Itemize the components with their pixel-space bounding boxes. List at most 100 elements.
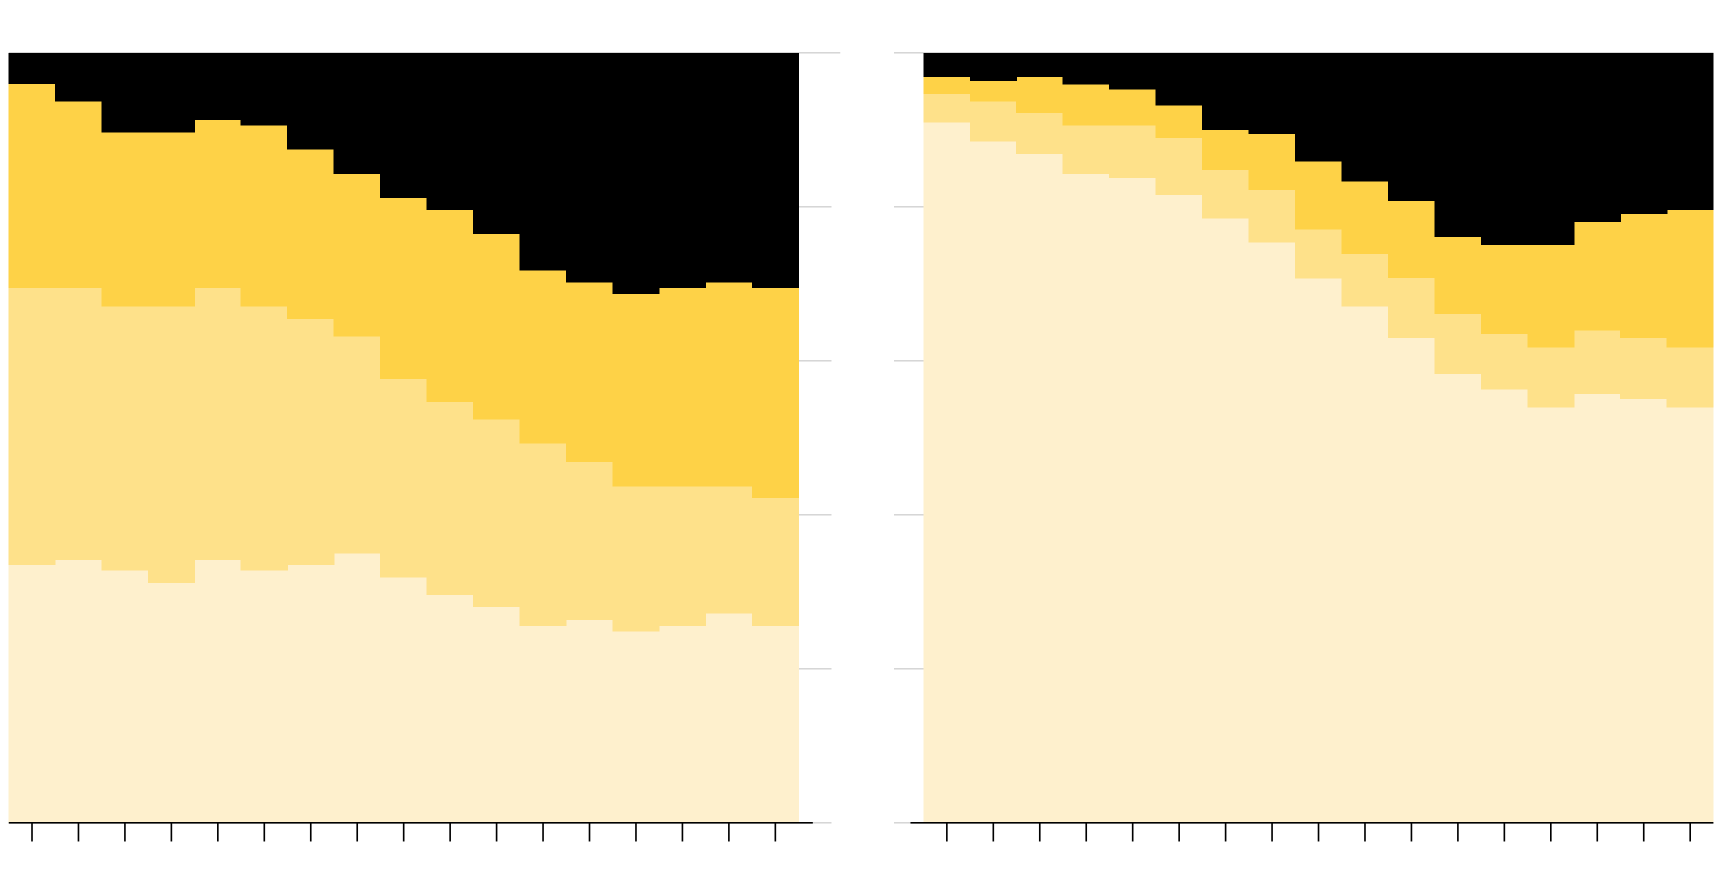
area-segment: [612, 486, 660, 632]
area-segment: [54, 101, 103, 288]
area-segment: [1666, 407, 1714, 824]
area-segment: [380, 577, 428, 824]
area-segment: [923, 93, 971, 123]
area-segment: [1016, 52, 1064, 77]
chart: [894, 52, 1714, 842]
area-segment: [1062, 173, 1110, 824]
area-segment: [1062, 125, 1110, 175]
area-segment: [240, 570, 288, 824]
chart: [8, 52, 841, 842]
area-segment: [751, 52, 799, 288]
area-segment: [1480, 389, 1528, 824]
area-segment: [751, 625, 799, 824]
area-segment: [969, 101, 1017, 142]
area-segment: [380, 52, 428, 198]
area-segment: [1294, 161, 1343, 230]
area-segment: [705, 613, 753, 824]
area-segment: [147, 132, 195, 307]
area-segment: [705, 282, 753, 487]
area-segment: [519, 625, 567, 824]
area-segment: [1109, 125, 1157, 178]
area-segment: [658, 625, 706, 824]
area-segment: [1341, 306, 1389, 824]
area-segment: [473, 52, 521, 235]
area-segment: [333, 52, 381, 175]
area-segment: [1109, 52, 1157, 90]
area-segment: [751, 497, 799, 627]
area-segment: [565, 461, 614, 620]
area-segment: [1434, 373, 1482, 824]
area-segment: [194, 52, 242, 121]
area-segment: [1248, 52, 1296, 134]
area-segment: [1016, 76, 1064, 114]
area-segment: [1573, 393, 1621, 824]
area-segment: [1620, 337, 1668, 399]
area-segment: [287, 149, 335, 319]
area-segment: [1480, 244, 1528, 335]
area-segment: [1016, 112, 1064, 154]
area-segment: [565, 52, 614, 283]
area-segment: [287, 52, 335, 150]
area-segment: [240, 52, 288, 126]
area-segment: [923, 52, 971, 77]
area-segment: [1666, 52, 1714, 211]
area-segment: [923, 122, 971, 824]
area-segment: [426, 594, 474, 824]
area-segment: [147, 582, 195, 824]
area-segment: [1620, 213, 1668, 339]
area-segment: [1387, 337, 1435, 824]
area-segment: [194, 559, 242, 824]
area-segment: [101, 570, 149, 824]
area-segment: [8, 287, 56, 566]
area-segment: [147, 52, 195, 133]
area-segment: [1155, 105, 1203, 138]
area-segment: [1202, 169, 1250, 219]
area-segment: [1062, 84, 1110, 126]
area-segment: [473, 419, 521, 607]
area-segment: [1062, 52, 1110, 85]
area-segment: [1527, 407, 1575, 824]
area-segment: [1434, 313, 1482, 375]
area-segment: [969, 141, 1017, 824]
area-segment: [380, 378, 428, 578]
area-segment: [612, 631, 660, 824]
area-segment: [194, 119, 242, 288]
area-segment: [101, 52, 149, 133]
area-segment: [1387, 200, 1435, 278]
area-segment: [1434, 52, 1482, 238]
area-segment: [1341, 181, 1389, 255]
area-segment: [54, 52, 103, 102]
area-segment: [1202, 52, 1250, 131]
area-segment: [1480, 333, 1528, 390]
area-segment: [658, 486, 706, 627]
area-segment: [1155, 52, 1203, 106]
area-segment: [473, 606, 521, 824]
area-segment: [658, 287, 706, 487]
area-segment: [1202, 129, 1250, 171]
area-segment: [1294, 278, 1343, 824]
area-segment: [1155, 137, 1203, 195]
area-segment: [1109, 177, 1157, 824]
area-segment: [1387, 277, 1435, 339]
area-segment: [8, 83, 56, 288]
area-segment: [1620, 398, 1668, 824]
area-segment: [519, 269, 567, 444]
area-segment: [1248, 189, 1296, 243]
area-segment: [1620, 52, 1668, 215]
area-segment: [1666, 209, 1714, 348]
area-segment: [1480, 52, 1528, 245]
area-segment: [519, 443, 567, 627]
area-segment: [1666, 346, 1714, 408]
area-segment: [1016, 153, 1064, 824]
area-segment: [194, 287, 242, 560]
area-segment: [1294, 229, 1343, 279]
area-segment: [565, 282, 614, 463]
area-segment: [1109, 88, 1157, 126]
area-segment: [1294, 52, 1343, 162]
area-segment: [1527, 346, 1575, 408]
area-segment: [612, 293, 660, 487]
area-segment: [1573, 52, 1621, 222]
area-segment: [240, 125, 288, 307]
area-segment: [705, 52, 753, 283]
